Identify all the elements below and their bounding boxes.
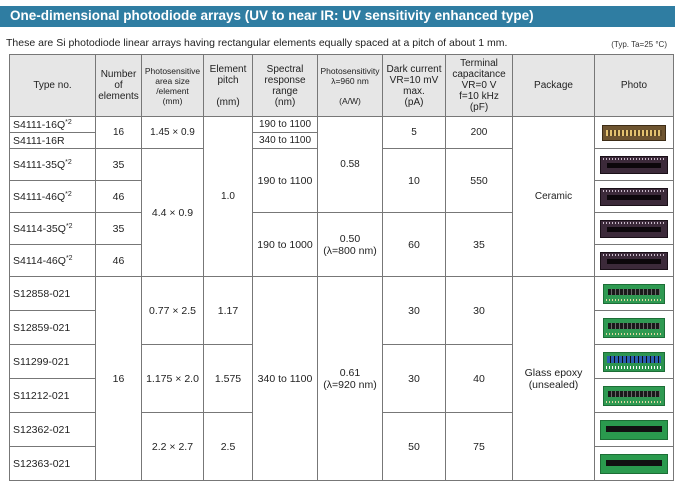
photo-cell bbox=[594, 276, 674, 311]
type-cell: S4114-35Q*2 bbox=[9, 212, 96, 245]
elements-cell: 46 bbox=[95, 180, 142, 213]
elements-cell: 35 bbox=[95, 212, 142, 245]
dark-current-cell: 30 bbox=[382, 344, 446, 413]
photo-cell bbox=[594, 244, 674, 277]
elements-cell: 16 bbox=[95, 116, 142, 149]
header-elements: Number of elements bbox=[95, 54, 142, 117]
intro-text: These are Si photodiode linear arrays ha… bbox=[6, 37, 508, 49]
page-title: One-dimensional photodiode arrays (UV to… bbox=[10, 8, 534, 23]
sensitivity-cell: 0.50 (λ=800 nm) bbox=[317, 212, 383, 277]
header-pitch: Element pitch (mm) bbox=[203, 54, 253, 117]
type-cell: S12859-021 bbox=[9, 310, 96, 345]
pitch-cell: 1.0 bbox=[203, 116, 253, 277]
specifications-table: Type no. Number of elements Photosensiti… bbox=[9, 54, 674, 481]
header-photo: Photo bbox=[594, 54, 674, 117]
area-cell: 0.77 × 2.5 bbox=[141, 276, 204, 345]
table-row: S12859-021 bbox=[9, 310, 674, 345]
dark-current-cell: 50 bbox=[382, 412, 446, 481]
photodiode-array-photo bbox=[600, 219, 668, 238]
photodiode-array-photo bbox=[600, 155, 668, 174]
type-cell: S4114-46Q*2 bbox=[9, 244, 96, 277]
photodiode-array-photo bbox=[600, 453, 668, 474]
area-cell: 1.175 × 2.0 bbox=[141, 344, 204, 413]
photodiode-array-photo bbox=[600, 251, 668, 270]
photo-cell bbox=[594, 180, 674, 213]
sensitivity-cell: 0.58 bbox=[317, 116, 383, 213]
dark-current-cell: 60 bbox=[382, 212, 446, 277]
header-package: Package bbox=[512, 54, 595, 117]
area-cell: 2.2 × 2.7 bbox=[141, 412, 204, 481]
photo-cell bbox=[594, 446, 674, 481]
elements-cell: 35 bbox=[95, 148, 142, 181]
photo-cell bbox=[594, 212, 674, 245]
area-cell: 4.4 × 0.9 bbox=[141, 148, 204, 277]
elements-cell: 46 bbox=[95, 244, 142, 277]
photo-cell bbox=[594, 412, 674, 447]
photodiode-array-photo bbox=[602, 124, 666, 141]
spectral-cell: 190 to 1000 bbox=[252, 212, 318, 277]
photodiode-array-photo bbox=[600, 187, 668, 206]
photodiode-array-photo bbox=[603, 317, 665, 338]
type-cell: S11299-021 bbox=[9, 344, 96, 379]
area-cell: 1.45 × 0.9 bbox=[141, 116, 204, 149]
header-sensitivity: Photosensitivity λ=960 nm (A/W) bbox=[317, 54, 383, 117]
photodiode-array-photo bbox=[603, 351, 665, 372]
header-row: Type no. Number of elements Photosensiti… bbox=[9, 54, 674, 117]
type-cell: S12858-021 bbox=[9, 276, 96, 311]
spectral-cell: 340 to 1100 bbox=[252, 132, 318, 149]
spectral-cell: 190 to 1100 bbox=[252, 148, 318, 213]
table-row: S4111-35Q*2 35 4.4 × 0.9 190 to 1100 10 … bbox=[9, 148, 674, 277]
capacitance-cell: 550 bbox=[445, 148, 513, 213]
header-area: Photosensitive area size/element (mm) bbox=[141, 54, 204, 117]
type-cell: S4111-16Q*2 bbox=[9, 116, 96, 133]
table-row: S12858-021 16 0.77 × 2.5 1.17 340 to 110… bbox=[9, 276, 674, 481]
capacitance-cell: 40 bbox=[445, 344, 513, 413]
header-spectral: Spectral response range (nm) bbox=[252, 54, 318, 117]
table-row: S11212-021 bbox=[9, 378, 674, 413]
table-row: S11299-021 1.175 × 2.0 1.575 30 40 bbox=[9, 344, 674, 413]
header-dark-current: Dark current VR=10 mV max. (pA) bbox=[382, 54, 446, 117]
photodiode-array-photo bbox=[603, 385, 665, 406]
table-row: S12363-021 bbox=[9, 446, 674, 481]
dark-current-cell: 5 bbox=[382, 116, 446, 149]
capacitance-cell: 35 bbox=[445, 212, 513, 277]
photo-cell bbox=[594, 148, 674, 181]
pitch-cell: 1.575 bbox=[203, 344, 253, 413]
type-cell: S12362-021 bbox=[9, 412, 96, 447]
type-cell: S12363-021 bbox=[9, 446, 96, 481]
table-row: S4111-16Q*2 16 1.45 × 0.9 1.0 190 to 110… bbox=[9, 116, 674, 277]
photo-cell bbox=[594, 310, 674, 345]
capacitance-cell: 75 bbox=[445, 412, 513, 481]
photodiode-array-photo bbox=[603, 283, 665, 304]
capacitance-cell: 30 bbox=[445, 276, 513, 345]
package-cell: Ceramic bbox=[512, 116, 595, 277]
type-cell: S4111-35Q*2 bbox=[9, 148, 96, 181]
capacitance-cell: 200 bbox=[445, 116, 513, 149]
photo-cell bbox=[594, 344, 674, 379]
dark-current-cell: 10 bbox=[382, 148, 446, 213]
pitch-cell: 1.17 bbox=[203, 276, 253, 345]
elements-cell: 16 bbox=[95, 276, 142, 481]
photo-cell bbox=[594, 378, 674, 413]
sensitivity-cell: 0.61 (λ=920 nm) bbox=[317, 276, 383, 481]
type-cell: S4111-16R bbox=[9, 132, 96, 149]
table-row: S4114-46Q*2 46 bbox=[9, 244, 674, 277]
dark-current-cell: 30 bbox=[382, 276, 446, 345]
spectral-cell: 190 to 1100 bbox=[252, 116, 318, 133]
type-cell: S11212-021 bbox=[9, 378, 96, 413]
spectral-cell: 340 to 1100 bbox=[252, 276, 318, 481]
header-type: Type no. bbox=[9, 54, 96, 117]
photo-cell bbox=[594, 116, 674, 149]
table-row: S4114-35Q*2 35 190 to 1000 0.50 (λ=800 nm… bbox=[9, 212, 674, 277]
package-cell: Glass epoxy (unsealed) bbox=[512, 276, 595, 481]
title-banner: One-dimensional photodiode arrays (UV to… bbox=[0, 6, 675, 27]
pitch-cell: 2.5 bbox=[203, 412, 253, 481]
conditions-note: (Typ. Ta=25 °C) bbox=[611, 40, 667, 49]
photodiode-array-photo bbox=[600, 419, 668, 440]
type-cell: S4111-46Q*2 bbox=[9, 180, 96, 213]
